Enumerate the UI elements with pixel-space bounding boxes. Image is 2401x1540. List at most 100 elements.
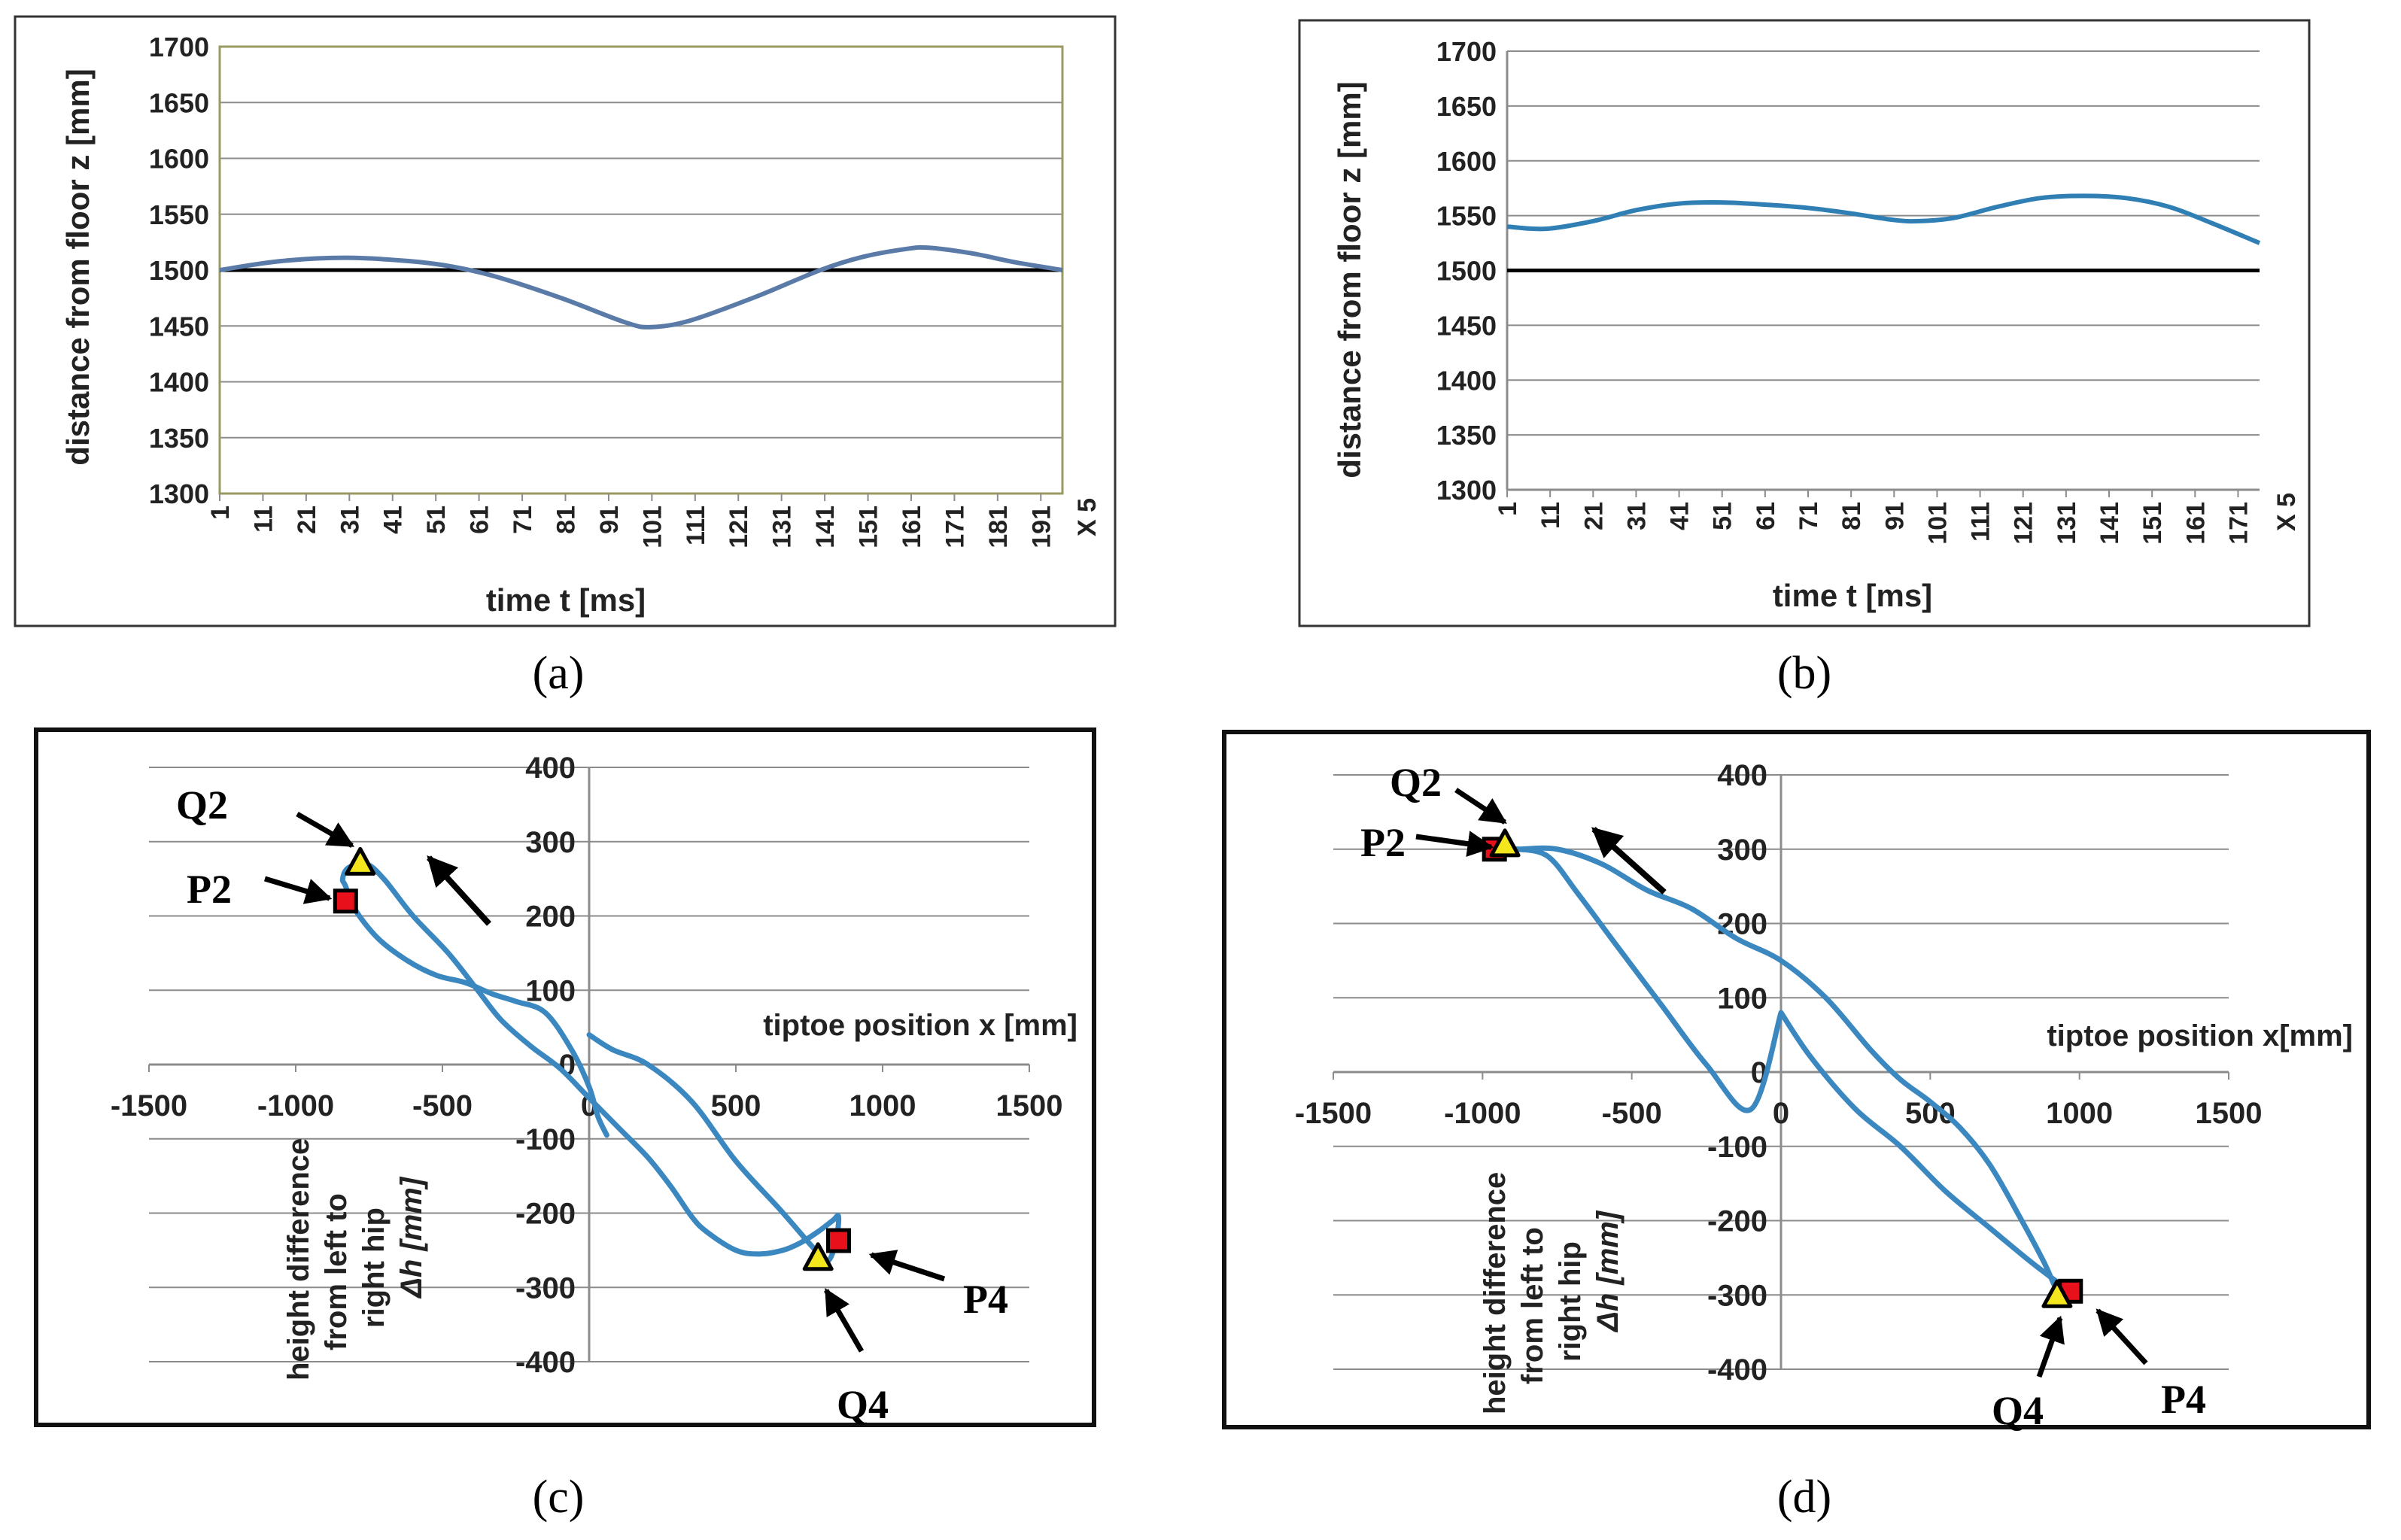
y-label-d-line1: height difference: [1479, 1172, 1512, 1414]
x-tick-label: -500: [412, 1089, 473, 1122]
x-tick-label: 121: [2010, 502, 2038, 545]
x-tick-label: 131: [2053, 502, 2081, 545]
x-tick-label: 51: [422, 506, 451, 534]
marker-p4-square: [826, 1228, 851, 1253]
marker-label-p2: P2: [1360, 820, 1406, 865]
marker-q4-triangle: [802, 1242, 834, 1271]
arrow-p4-c: [868, 1250, 946, 1282]
x-tick-label: -500: [1602, 1097, 1662, 1130]
x-axis-label-d: tiptoe position x[mm]: [2047, 1019, 2353, 1052]
marker-p2-square: [333, 888, 358, 914]
x-tick-label: 81: [552, 506, 580, 534]
y-axis-label-c: height difference from left to right hip…: [282, 1138, 428, 1381]
panel-b-frame: [1298, 19, 2311, 627]
y-tick-label: 1350: [1436, 420, 1497, 451]
marker-label-p4: P4: [963, 1277, 1008, 1322]
y-tick-label: -200: [1707, 1205, 1767, 1238]
x-tick-label: 171: [941, 506, 969, 548]
x-axis-label-c: tiptoe position x [mm]: [763, 1009, 1077, 1042]
x-tick-label: 500: [711, 1089, 761, 1122]
x-tick-label: 111: [682, 506, 710, 545]
marker-label-p4: P4: [2161, 1377, 2206, 1422]
marker-label-p2: P2: [187, 867, 232, 912]
y-axis-label-a: distance from floor z [mm]: [60, 68, 96, 465]
y-label-d-line3: right hip: [1554, 1241, 1587, 1362]
y-tick-label: -100: [515, 1123, 576, 1156]
y-tick-label: 1650: [1436, 91, 1497, 122]
x-tick-label: 151: [855, 506, 883, 548]
x-axis-label-a: time t [ms]: [486, 582, 646, 618]
x-tick-label: 151: [2138, 502, 2167, 545]
marker-label-q2: Q2: [176, 782, 228, 828]
y-axis-label-d: height difference from left to right hip…: [1479, 1172, 1624, 1414]
y-tick-label: 300: [1717, 834, 1767, 867]
y-tick-label: 1300: [1436, 475, 1497, 506]
y-label-c-line2: from left to: [320, 1193, 353, 1350]
y-tick-label: 1700: [1436, 36, 1497, 67]
caption-c: (c): [533, 1472, 585, 1523]
y-tick-label: 1350: [149, 423, 209, 454]
x-tick-label: 141: [2096, 502, 2124, 545]
y-tick-label: 400: [1717, 759, 1767, 792]
arrow-q4-d: [2036, 1315, 2065, 1378]
x-tick-label: 31: [1622, 502, 1651, 530]
x-tick-label: 41: [1666, 502, 1694, 530]
marker-label-q4: Q4: [1992, 1388, 2044, 1433]
arrow-q2-d: [1454, 788, 1507, 825]
marker-q4-triangle: [2041, 1279, 2073, 1308]
x-tick-label: 31: [336, 506, 364, 534]
x-tick-label: 181: [984, 506, 1013, 548]
x-tick-label: -1500: [111, 1089, 187, 1122]
y-label-c-line4: Δh [mm]: [395, 1176, 428, 1299]
x-tick-label: 91: [595, 506, 624, 534]
y-tick-label: 1600: [149, 144, 209, 175]
caption-b: (b): [1777, 648, 1831, 699]
arrow-p2-c: [263, 876, 333, 904]
x-tick-label: 11: [249, 506, 278, 533]
marker-label-q4: Q4: [837, 1382, 889, 1427]
y-tick-label: 100: [525, 974, 576, 1007]
x-tick-label: 61: [466, 506, 494, 534]
x-tick-label: -1000: [257, 1089, 334, 1122]
x-tick-label: 101: [638, 506, 667, 548]
x-tick-label: 191: [1027, 506, 1056, 548]
x-tick-label: 1000: [849, 1089, 916, 1122]
x-axis-label-b: time t [ms]: [1773, 578, 1932, 613]
trajectory-line-d: [1493, 845, 2074, 1302]
y-label-c-line3: right hip: [357, 1207, 391, 1328]
y-tick-label: 1650: [149, 87, 209, 118]
x-tick-label: 41: [379, 506, 408, 534]
y-tick-label: 1500: [149, 255, 209, 286]
y-tick-label: 200: [1717, 908, 1767, 941]
x-tick-label: 1500: [2196, 1097, 2263, 1130]
x-tick-label: 1000: [2046, 1097, 2113, 1130]
marker-q2-triangle: [1489, 828, 1521, 858]
x-tick-label: 171: [2224, 502, 2253, 545]
y-tick-label: -200: [515, 1198, 576, 1231]
panel-d-frame: [1222, 730, 2371, 1429]
x-axis-label-c-text: tiptoe position x [mm]: [763, 1009, 1077, 1042]
caption-a: (a): [533, 648, 585, 699]
arrow-q2-c: [296, 811, 355, 849]
x-axis-label-d-text: tiptoe position x[mm]: [2047, 1019, 2353, 1052]
x-tick-label: 1: [1494, 502, 1522, 516]
y-tick-label: 1300: [149, 478, 209, 509]
x-tick-label: 1: [206, 506, 235, 520]
x-tick-label: 21: [293, 506, 321, 534]
x-tick-label: 51: [1709, 502, 1737, 530]
x-tick-label: 101: [1923, 502, 1952, 545]
marker-label-q2: Q2: [1390, 760, 1442, 805]
x-tick-label: 91: [1880, 502, 1909, 530]
series-line-b: [1506, 193, 2261, 245]
direction-arrow-c: [427, 855, 491, 926]
arrow-q4-c: [823, 1287, 865, 1353]
y-tick-label: 300: [525, 826, 576, 859]
y-label-d-line4: Δh [mm]: [1591, 1210, 1624, 1333]
y-axis-label-b: distance from floor z [mm]: [1332, 81, 1367, 478]
y-label-c-line1: height difference: [282, 1138, 315, 1381]
panel-c-frame: [34, 727, 1096, 1427]
x-tick-label: -1000: [1444, 1097, 1521, 1130]
